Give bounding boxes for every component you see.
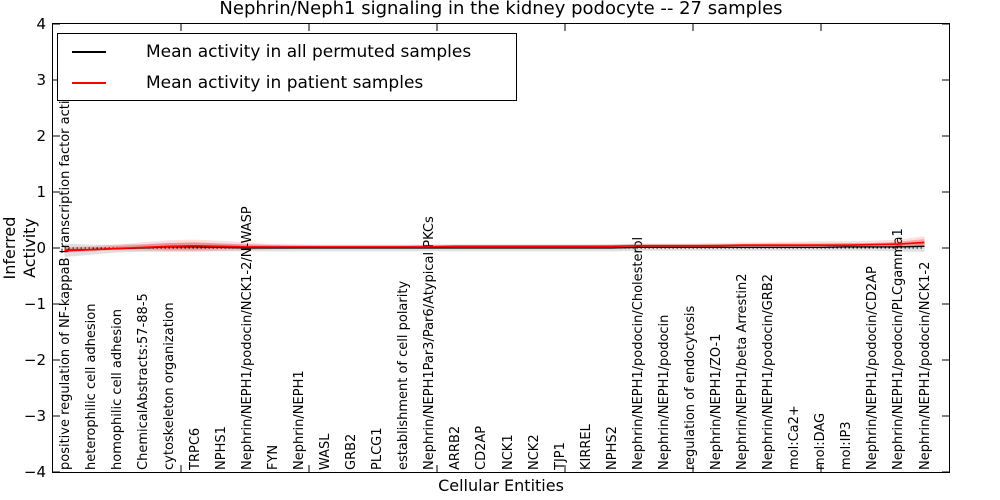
patient-samples-spread-outer-band xyxy=(64,236,925,253)
permuted-mean-line xyxy=(64,245,925,251)
y-tick-label: −1 xyxy=(23,295,46,313)
y-tick-label: −4 xyxy=(23,463,46,481)
patient-mean-line xyxy=(64,241,925,252)
y-tick-label: 1 xyxy=(36,183,46,201)
chart-canvas xyxy=(53,24,949,472)
legend-row-patient: Mean activity in patient samples xyxy=(58,69,516,97)
y-tick-label: 4 xyxy=(36,15,46,33)
legend-line-sample-black xyxy=(72,50,106,53)
x-axis-label: Cellular Entities xyxy=(438,476,564,495)
patient-samples-spread-inner-band xyxy=(64,239,925,252)
y-tick-label: 3 xyxy=(36,71,46,89)
legend: Mean activity in all permuted samples Me… xyxy=(57,33,517,101)
chart-title: Nephrin/Neph1 signaling in the kidney po… xyxy=(219,0,783,19)
legend-row-permuted: Mean activity in all permuted samples xyxy=(58,38,516,66)
y-tick-label: −2 xyxy=(23,351,46,369)
legend-label-permuted: Mean activity in all permuted samples xyxy=(146,41,472,62)
y-tick-label: −3 xyxy=(23,407,46,425)
legend-label-patient: Mean activity in patient samples xyxy=(146,72,424,93)
y-tick-label: 2 xyxy=(36,127,46,145)
y-tick-label: 0 xyxy=(36,239,46,257)
legend-line-sample-red xyxy=(72,81,106,84)
